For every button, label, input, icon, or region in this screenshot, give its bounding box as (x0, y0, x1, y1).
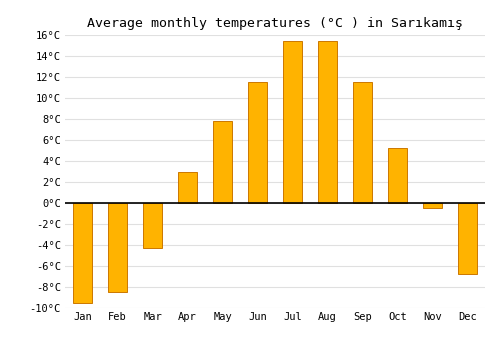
Title: Average monthly temperatures (°C ) in Sarıkamış: Average monthly temperatures (°C ) in Sa… (87, 17, 463, 30)
Bar (458, 203, 477, 274)
Bar (423, 203, 442, 208)
Bar (108, 203, 127, 292)
Bar (143, 203, 162, 248)
Bar (73, 203, 92, 303)
Bar (248, 82, 267, 203)
Bar (388, 148, 407, 203)
Bar (213, 121, 232, 203)
Bar (353, 82, 372, 203)
Bar (178, 172, 197, 203)
Bar (283, 41, 302, 203)
Bar (318, 41, 337, 203)
